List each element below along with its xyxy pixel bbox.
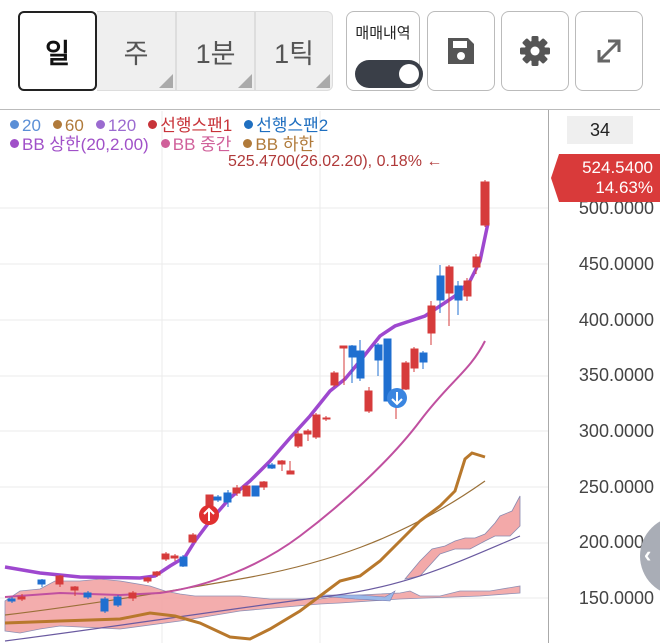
bb-lower-line bbox=[4, 480, 486, 616]
save-button[interactable] bbox=[427, 11, 495, 91]
ichimoku-cloud-right bbox=[403, 495, 521, 580]
period-tabs: 일 주 1분 1틱 bbox=[18, 11, 333, 91]
trade-history-label: 매매내역 bbox=[355, 25, 411, 42]
tab-1tick[interactable]: 1틱 bbox=[255, 11, 333, 91]
last-candle-info: 525.4700(26.02.20), 0.18% ← bbox=[228, 153, 443, 170]
legend-bb-upper[interactable]: BB 상한(20,2.00) bbox=[10, 135, 149, 154]
dropdown-corner-icon bbox=[316, 74, 330, 88]
axis-label-350: 350.0000 bbox=[578, 365, 654, 385]
indicator-legend: 20 60 120 선행스팬1 선행스팬2 BB 상한(20,2.00) BB … bbox=[10, 116, 340, 154]
legend-ma20[interactable]: 20 bbox=[10, 116, 41, 135]
trade-history-toggle[interactable] bbox=[355, 60, 423, 88]
floppy-disk-icon bbox=[448, 38, 474, 64]
visible-count-badge[interactable]: 34 bbox=[567, 116, 633, 144]
tab-week[interactable]: 주 bbox=[97, 11, 176, 91]
expand-button[interactable] bbox=[575, 11, 643, 91]
tab-1tick-label: 1틱 bbox=[274, 38, 314, 69]
buy-marker-icon[interactable] bbox=[199, 505, 219, 525]
current-change: 14.63% bbox=[595, 178, 653, 197]
tab-1min-label: 1분 bbox=[195, 38, 236, 69]
legend-ma120[interactable]: 120 bbox=[95, 116, 136, 135]
settings-button[interactable] bbox=[501, 11, 569, 91]
axis-label-450: 450.0000 bbox=[578, 254, 654, 274]
trade-history-toggle-button[interactable]: 매매내역 bbox=[346, 11, 423, 91]
axis-label-150: 150.0000 bbox=[578, 588, 654, 608]
sell-marker-icon[interactable] bbox=[387, 388, 407, 408]
current-price-tag: 524.5400 14.63% bbox=[551, 154, 660, 202]
tab-1min[interactable]: 1분 bbox=[176, 11, 255, 91]
expand-arrows-icon bbox=[597, 39, 621, 63]
axis-label-300: 300.0000 bbox=[578, 421, 654, 441]
axis-label-400: 400.0000 bbox=[578, 310, 654, 330]
dropdown-corner-icon bbox=[238, 74, 252, 88]
axis-label-200: 200.0000 bbox=[578, 532, 654, 552]
tab-day-label: 일 bbox=[45, 38, 70, 69]
chart-toolbar: 일 주 1분 1틱 매매내역 bbox=[0, 0, 660, 104]
legend-leading-span1[interactable]: 선행스팬1 bbox=[148, 116, 232, 135]
side-panel-handle[interactable]: ‹ bbox=[640, 516, 660, 596]
current-price: 524.5400 bbox=[582, 158, 653, 177]
candlestick-plot[interactable] bbox=[0, 110, 548, 643]
price-chart[interactable]: 20 60 120 선행스팬1 선행스팬2 BB 상한(20,2.00) BB … bbox=[0, 109, 660, 643]
tab-week-label: 주 bbox=[123, 38, 149, 69]
gear-icon bbox=[520, 36, 550, 66]
legend-ma60[interactable]: 60 bbox=[52, 116, 84, 135]
ma60-line bbox=[4, 451, 486, 641]
legend-bb-lower[interactable]: BB 하한 bbox=[243, 135, 314, 154]
gridlines bbox=[0, 111, 548, 643]
axis-label-500: 500.0000 bbox=[578, 198, 654, 218]
chevron-left-icon: ‹ bbox=[644, 542, 652, 567]
legend-leading-span2[interactable]: 선행스팬2 bbox=[244, 116, 328, 135]
tab-day[interactable]: 일 bbox=[18, 11, 97, 91]
legend-bb-mid[interactable]: BB 중간 bbox=[160, 135, 231, 154]
candles bbox=[7, 180, 490, 613]
ichimoku-cloud-left bbox=[4, 578, 521, 634]
dropdown-corner-icon bbox=[159, 74, 173, 88]
toggle-knob bbox=[399, 64, 419, 84]
bb-mid-line bbox=[4, 340, 486, 598]
axis-label-250: 250.0000 bbox=[578, 477, 654, 497]
